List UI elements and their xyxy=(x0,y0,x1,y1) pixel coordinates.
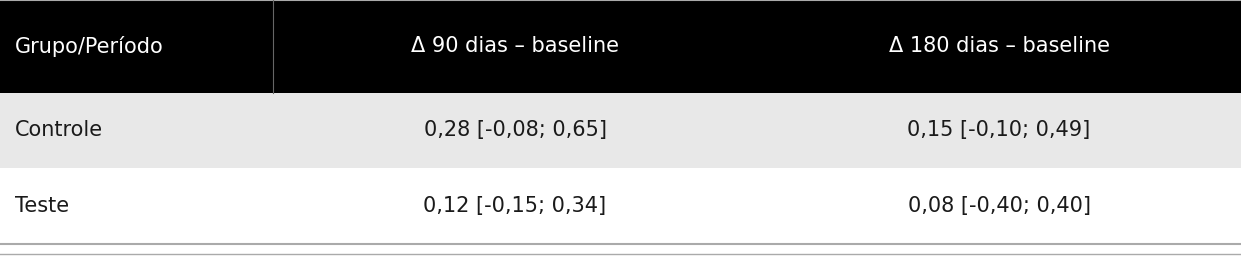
Text: Controle: Controle xyxy=(15,121,103,140)
Text: Δ 90 dias – baseline: Δ 90 dias – baseline xyxy=(411,36,619,56)
Text: 0,28 [-0,08; 0,65]: 0,28 [-0,08; 0,65] xyxy=(423,121,607,140)
Text: 0,15 [-0,10; 0,49]: 0,15 [-0,10; 0,49] xyxy=(907,121,1091,140)
Text: Δ 180 dias – baseline: Δ 180 dias – baseline xyxy=(889,36,1109,56)
Text: Grupo/Período: Grupo/Período xyxy=(15,36,164,57)
Bar xyxy=(0,93,1241,168)
Bar xyxy=(0,0,1241,93)
Bar xyxy=(0,168,1241,244)
Text: Teste: Teste xyxy=(15,196,69,216)
Text: 0,12 [-0,15; 0,34]: 0,12 [-0,15; 0,34] xyxy=(423,196,607,216)
Text: 0,08 [-0,40; 0,40]: 0,08 [-0,40; 0,40] xyxy=(907,196,1091,216)
